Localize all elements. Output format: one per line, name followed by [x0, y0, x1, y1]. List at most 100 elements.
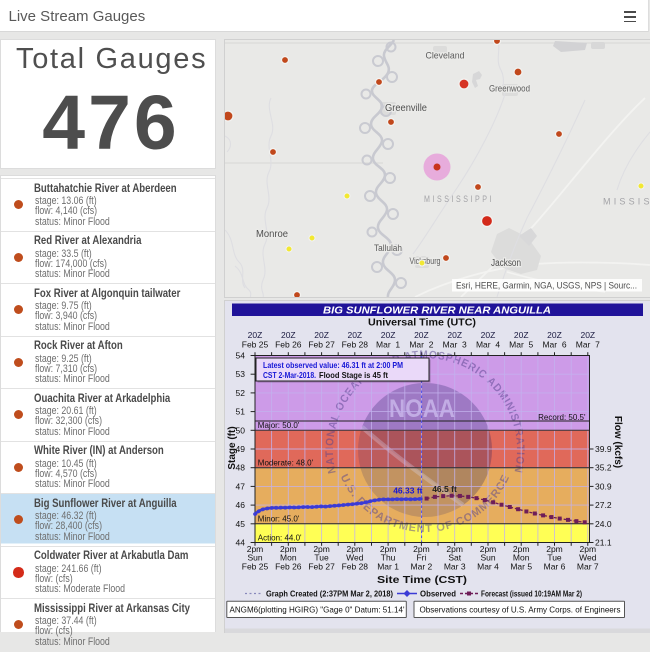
svg-text:45: 45 — [236, 519, 246, 529]
svg-text:Wed: Wed — [579, 552, 597, 562]
svg-text:MISSISSIPPI: MISSISSIPPI — [603, 197, 650, 207]
svg-text:2pm: 2pm — [347, 544, 364, 554]
svg-text:24.0: 24.0 — [595, 519, 612, 529]
svg-text:Observations courtesy of U.S.: Observations courtesy of U.S. Army Corps… — [420, 605, 621, 615]
svg-text:20Z: 20Z — [580, 330, 595, 340]
svg-text:Feb 25: Feb 25 — [242, 562, 269, 572]
svg-text:Feb 27: Feb 27 — [308, 562, 335, 572]
svg-text:2pm: 2pm — [413, 544, 430, 554]
svg-text:Jackson: Jackson — [491, 258, 521, 269]
svg-text:Thu: Thu — [381, 552, 396, 562]
svg-text:Mar 3: Mar 3 — [444, 562, 466, 572]
svg-text:Forecast (issued 10:19AM Mar 2: Forecast (issued 10:19AM Mar 2) — [481, 590, 582, 599]
svg-text:52: 52 — [236, 388, 246, 398]
svg-text:Mar 2: Mar 2 — [409, 340, 433, 350]
svg-text:48: 48 — [236, 463, 246, 473]
svg-text:46: 46 — [236, 500, 246, 510]
svg-text:50: 50 — [236, 425, 246, 435]
svg-text:ANGM6(plotting HGIRG) "Gage 0": ANGM6(plotting HGIRG) "Gage 0" Datum: 51… — [230, 605, 405, 615]
svg-text:20Z: 20Z — [248, 330, 263, 340]
svg-text:Universal Time (UTC): Universal Time (UTC) — [368, 318, 476, 329]
svg-text:Feb 28: Feb 28 — [342, 562, 369, 572]
svg-text:Tue: Tue — [314, 552, 329, 562]
svg-text:Mar 6: Mar 6 — [542, 340, 566, 350]
svg-text:Stage (ft): Stage (ft) — [227, 426, 238, 469]
svg-text:Mar 2: Mar 2 — [411, 562, 433, 572]
svg-text:20Z: 20Z — [447, 330, 462, 340]
svg-text:Site Time (CST): Site Time (CST) — [377, 575, 467, 586]
svg-text:CST 2-Mar-2018.: CST 2-Mar-2018. — [263, 370, 316, 380]
svg-text:Minor: 45.0': Minor: 45.0' — [258, 515, 300, 524]
svg-text:Moderate: 48.0': Moderate: 48.0' — [258, 459, 314, 468]
svg-text:20Z: 20Z — [347, 330, 362, 340]
svg-text:53: 53 — [236, 369, 246, 379]
svg-text:20Z: 20Z — [314, 330, 329, 340]
svg-text:Mar 7: Mar 7 — [577, 562, 599, 572]
svg-text:Mar 1: Mar 1 — [376, 340, 400, 350]
svg-text:BIG SUNFLOWER RIVER NEAR ANGUI: BIG SUNFLOWER RIVER NEAR ANGUILLA — [323, 305, 551, 317]
svg-text:47: 47 — [236, 481, 246, 491]
svg-text:Mar 4: Mar 4 — [476, 340, 500, 350]
svg-text:Fri: Fri — [416, 552, 426, 562]
svg-text:Tallulah: Tallulah — [374, 243, 402, 253]
svg-text:35.2: 35.2 — [595, 463, 612, 473]
svg-text:Feb 26: Feb 26 — [275, 562, 302, 572]
svg-text:46.5 ft: 46.5 ft — [432, 484, 457, 494]
svg-text:54: 54 — [236, 351, 246, 361]
svg-text:Mon: Mon — [280, 552, 297, 562]
svg-text:Flood Stage is 45 ft: Flood Stage is 45 ft — [319, 370, 388, 380]
svg-text:Sun: Sun — [247, 552, 262, 562]
svg-text:2pm: 2pm — [247, 544, 264, 554]
svg-text:Greenville: Greenville — [385, 103, 427, 114]
svg-text:27.2: 27.2 — [595, 500, 612, 510]
svg-text:Flow (kcfs): Flow (kcfs) — [612, 416, 623, 468]
svg-text:Record: 50.5': Record: 50.5' — [538, 413, 586, 422]
svg-text:49: 49 — [236, 444, 246, 454]
svg-text:2pm: 2pm — [313, 544, 330, 554]
svg-text:2pm: 2pm — [480, 544, 497, 554]
svg-text:Graph Created (2:37PM Mar 2, 2: Graph Created (2:37PM Mar 2, 2018) — [266, 590, 393, 599]
svg-text:2pm: 2pm — [546, 544, 563, 554]
svg-text:Observed: Observed — [420, 590, 456, 599]
svg-text:44: 44 — [236, 538, 246, 548]
svg-text:20Z: 20Z — [547, 330, 562, 340]
svg-text:Monroe: Monroe — [256, 229, 288, 240]
svg-text:20Z: 20Z — [281, 330, 296, 340]
svg-text:Mar 1: Mar 1 — [377, 562, 399, 572]
svg-text:Esri, HERE, Garmin, NGA, USGS,: Esri, HERE, Garmin, NGA, USGS, NPS | Sou… — [456, 281, 637, 292]
svg-text:51: 51 — [236, 407, 246, 417]
svg-text:2pm: 2pm — [580, 544, 597, 554]
svg-text:20Z: 20Z — [514, 330, 529, 340]
svg-text:Latest observed value: 46.31: Latest observed value: 46.31 ft at 2:00 … — [263, 360, 403, 370]
svg-text:Vicksburg: Vicksburg — [410, 256, 441, 266]
svg-text:20Z: 20Z — [414, 330, 429, 340]
svg-text:30.9: 30.9 — [595, 481, 612, 491]
svg-text:Tue: Tue — [547, 552, 562, 562]
svg-text:2pm: 2pm — [513, 544, 530, 554]
svg-text:Mar 3: Mar 3 — [443, 340, 467, 350]
svg-text:Mar 7: Mar 7 — [576, 340, 600, 350]
svg-text:MISSISSIPPI: MISSISSIPPI — [424, 194, 494, 204]
svg-text:20Z: 20Z — [381, 330, 396, 340]
svg-text:Wed: Wed — [346, 552, 364, 562]
svg-text:Feb 27: Feb 27 — [308, 340, 335, 350]
svg-text:Cleveland: Cleveland — [426, 51, 465, 62]
svg-text:21.1: 21.1 — [595, 538, 612, 548]
svg-text:Mar 5: Mar 5 — [509, 340, 533, 350]
svg-text:46.33 ft: 46.33 ft — [393, 486, 422, 496]
svg-text:Greenwood: Greenwood — [489, 84, 530, 95]
svg-text:Feb 28: Feb 28 — [342, 340, 369, 350]
svg-text:Sun: Sun — [480, 552, 495, 562]
svg-text:Major: 50.0': Major: 50.0' — [258, 421, 300, 430]
svg-text:Action: 44.0': Action: 44.0' — [258, 533, 302, 542]
svg-text:Feb 25: Feb 25 — [242, 340, 269, 350]
svg-text:Mar 5: Mar 5 — [510, 562, 532, 572]
svg-text:Mar 6: Mar 6 — [544, 562, 566, 572]
svg-text:2pm: 2pm — [280, 544, 297, 554]
svg-text:39.9: 39.9 — [595, 444, 612, 454]
svg-text:Feb 26: Feb 26 — [275, 340, 302, 350]
svg-text:Mar 4: Mar 4 — [477, 562, 499, 572]
svg-text:2pm: 2pm — [446, 544, 463, 554]
svg-text:Mon: Mon — [513, 552, 530, 562]
svg-text:2pm: 2pm — [380, 544, 397, 554]
